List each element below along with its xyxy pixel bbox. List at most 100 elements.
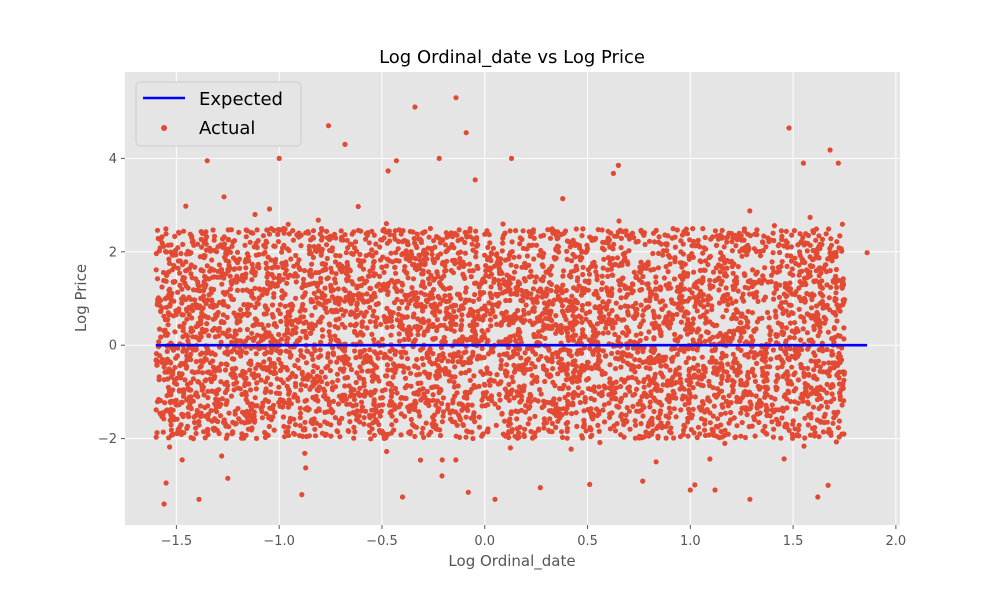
actual-point [559, 434, 566, 440]
actual-point [305, 230, 312, 236]
actual-point [542, 335, 548, 341]
actual-point [379, 264, 385, 270]
actual-point [603, 325, 609, 331]
actual-point [168, 242, 174, 248]
actual-point [780, 373, 786, 379]
actual-point [352, 411, 359, 417]
actual-point [277, 403, 283, 409]
actual-point [413, 290, 419, 296]
actual-point [330, 408, 336, 415]
actual-point [831, 325, 837, 331]
actual-point [558, 356, 565, 362]
actual-point [679, 293, 685, 299]
actual-point [201, 240, 207, 246]
actual-point [694, 434, 700, 441]
actual-point [354, 370, 360, 376]
actual-point [387, 309, 393, 315]
actual-point [308, 273, 314, 279]
actual-point [243, 234, 249, 240]
actual-point [594, 277, 600, 283]
actual-point [833, 290, 839, 296]
actual-point [775, 375, 781, 381]
actual-point [543, 293, 549, 299]
actual-point [224, 348, 230, 355]
actual-point [229, 296, 235, 302]
actual-point [802, 415, 808, 421]
actual-point [341, 348, 348, 354]
actual-point [659, 306, 665, 312]
actual-point [375, 301, 381, 307]
actual-point [367, 304, 373, 311]
actual-point [160, 269, 167, 276]
actual-point [794, 326, 800, 332]
actual-point [440, 409, 447, 415]
actual-point [344, 237, 350, 243]
actual-point [631, 234, 637, 241]
actual-point [806, 371, 812, 377]
actual-point [394, 390, 400, 396]
actual-point [653, 279, 659, 285]
actual-point [308, 281, 314, 287]
actual-point [326, 402, 332, 408]
actual-point [749, 283, 756, 290]
actual-point [511, 254, 517, 260]
actual-point [526, 310, 532, 316]
actual-point [465, 312, 472, 318]
actual-point [178, 422, 184, 428]
actual-point [532, 320, 538, 326]
actual-point [497, 285, 503, 291]
actual-point [224, 314, 230, 320]
actual-point [179, 300, 185, 306]
actual-point [457, 255, 463, 262]
actual-point [841, 371, 847, 377]
actual-point [479, 403, 485, 409]
actual-point [737, 320, 743, 326]
actual-point [445, 402, 451, 408]
actual-point [778, 228, 785, 234]
actual-point [255, 238, 261, 244]
actual-point [839, 402, 845, 408]
actual-point [532, 351, 539, 357]
actual-point [742, 434, 749, 441]
actual-point [618, 364, 624, 370]
actual-point [473, 228, 479, 234]
actual-point [237, 307, 244, 313]
actual-point [273, 256, 279, 263]
actual-point [200, 282, 206, 288]
actual-point [744, 412, 750, 418]
actual-point [268, 339, 274, 345]
actual-point [824, 390, 830, 396]
actual-point [378, 395, 384, 401]
actual-point [800, 326, 806, 332]
actual-point [762, 423, 768, 429]
actual-point [564, 364, 570, 370]
actual-point [776, 294, 783, 300]
actual-point [243, 271, 249, 277]
actual-point [256, 251, 262, 258]
actual-point [597, 439, 603, 446]
actual-point [335, 337, 341, 343]
actual-point [656, 415, 662, 421]
actual-point [306, 322, 312, 328]
actual-point [487, 382, 493, 388]
actual-point [451, 245, 457, 251]
actual-point [445, 406, 451, 412]
actual-point [713, 423, 720, 429]
actual-point [244, 326, 250, 333]
actual-point [797, 252, 803, 258]
actual-point [585, 267, 592, 273]
actual-point [380, 254, 386, 260]
actual-point [709, 355, 715, 361]
actual-point [412, 324, 418, 330]
actual-point [473, 254, 479, 260]
actual-point [412, 391, 418, 397]
actual-point [393, 418, 399, 424]
actual-point [642, 241, 648, 248]
actual-point [775, 332, 781, 338]
actual-point [749, 310, 756, 316]
actual-point [564, 256, 570, 262]
actual-point [627, 426, 633, 432]
actual-point [609, 286, 615, 292]
actual-point [768, 279, 774, 285]
actual-point [404, 270, 410, 276]
